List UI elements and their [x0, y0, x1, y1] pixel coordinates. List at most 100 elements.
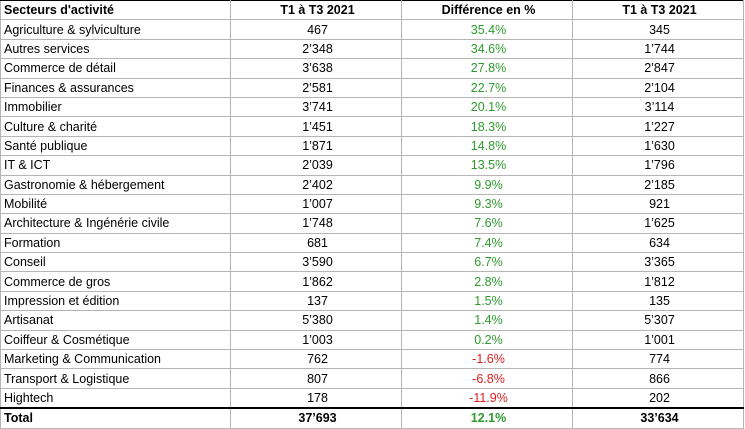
period-b-cell: 1’744 — [572, 38, 744, 60]
table-row: Coiffeur & Cosmétique 1’003 0.2% 1’001 — [0, 329, 744, 351]
total-row: Total 37’693 12.1% 33’634 — [0, 407, 744, 429]
difference-cell: 22.7% — [401, 77, 573, 98]
sector-cell: Artisanat — [0, 310, 231, 331]
sector-cell: Mobilité — [0, 193, 231, 215]
table-row: Marketing & Communication 762 -1.6% 774 — [0, 349, 744, 370]
period-a-cell: 2’402 — [230, 174, 402, 195]
total-difference: 12.1% — [401, 407, 573, 429]
header-row: Secteurs d'activité T1 à T3 2021 Différe… — [0, 0, 744, 21]
difference-cell: 27.8% — [401, 58, 573, 79]
total-label: Total — [0, 407, 231, 429]
period-a-cell: 2’348 — [230, 38, 402, 60]
table-row: Finances & assurances 2’581 22.7% 2’104 — [0, 77, 744, 98]
difference-cell: 2.8% — [401, 271, 573, 292]
difference-cell: 1.4% — [401, 310, 573, 331]
difference-cell: 1.5% — [401, 290, 573, 312]
difference-cell: 14.8% — [401, 135, 573, 157]
period-a-cell: 178 — [230, 387, 402, 409]
period-b-cell: 2’104 — [572, 77, 744, 98]
period-b-cell: 3’365 — [572, 252, 744, 273]
period-b-cell: 866 — [572, 368, 744, 389]
period-b-cell: 345 — [572, 19, 744, 40]
period-a-cell: 762 — [230, 349, 402, 370]
table-row: Mobilité 1’007 9.3% 921 — [0, 193, 744, 215]
sector-cell: Marketing & Communication — [0, 349, 231, 370]
period-a-cell: 2’039 — [230, 155, 402, 176]
table-row: Santé publique 1’871 14.8% 1’630 — [0, 135, 744, 157]
table-row: Commerce de détail 3’638 27.8% 2’847 — [0, 58, 744, 79]
period-a-cell: 2’581 — [230, 77, 402, 98]
period-a-cell: 681 — [230, 232, 402, 254]
period-b-cell: 1’227 — [572, 116, 744, 137]
period-b-cell: 634 — [572, 232, 744, 254]
period-b-cell: 5’307 — [572, 310, 744, 331]
period-b-cell: 1’001 — [572, 329, 744, 351]
period-a-cell: 1’862 — [230, 271, 402, 292]
difference-cell: 13.5% — [401, 155, 573, 176]
difference-cell: 0.2% — [401, 329, 573, 351]
table-row: Hightech 178 -11.9% 202 — [0, 387, 744, 409]
table-row: Immobilier 3’741 20.1% 3’114 — [0, 96, 744, 118]
period-a-cell: 807 — [230, 368, 402, 389]
sector-cell: Commerce de gros — [0, 271, 231, 292]
table-row: Architecture & Ingénérie civile 1’748 7.6%… — [0, 213, 744, 234]
period-a-cell: 1’007 — [230, 193, 402, 215]
table-row: Formation 681 7.4% 634 — [0, 232, 744, 254]
period-a-cell: 1’003 — [230, 329, 402, 351]
period-b-cell: 3’114 — [572, 96, 744, 118]
period-b-cell: 1’625 — [572, 213, 744, 234]
difference-cell: -1.6% — [401, 349, 573, 370]
header-period-a: T1 à T3 2021 — [230, 0, 402, 21]
table-row: Conseil 3’590 6.7% 3’365 — [0, 252, 744, 273]
period-a-cell: 5’380 — [230, 310, 402, 331]
period-b-cell: 2’847 — [572, 58, 744, 79]
period-a-cell: 3’638 — [230, 58, 402, 79]
header-period-b: T1 à T3 2021 — [572, 0, 744, 21]
difference-cell: 35.4% — [401, 19, 573, 40]
sector-cell: Conseil — [0, 252, 231, 273]
difference-cell: 9.9% — [401, 174, 573, 195]
total-period-a: 37’693 — [230, 407, 402, 429]
sector-cell: Agriculture & sylviculture — [0, 19, 231, 40]
period-b-cell: 774 — [572, 349, 744, 370]
header-sector: Secteurs d'activité — [0, 0, 231, 21]
period-a-cell: 1’451 — [230, 116, 402, 137]
difference-cell: 34.6% — [401, 38, 573, 60]
period-b-cell: 135 — [572, 290, 744, 312]
difference-cell: 20.1% — [401, 96, 573, 118]
period-a-cell: 1’748 — [230, 213, 402, 234]
period-b-cell: 1’630 — [572, 135, 744, 157]
sector-cell: Transport & Logistique — [0, 368, 231, 389]
table-row: Agriculture & sylviculture 467 35.4% 345 — [0, 19, 744, 40]
table-row: Impression et édition 137 1.5% 135 — [0, 290, 744, 312]
period-a-cell: 3’590 — [230, 252, 402, 273]
sector-cell: Impression et édition — [0, 290, 231, 312]
difference-cell: 7.6% — [401, 213, 573, 234]
period-b-cell: 1’812 — [572, 271, 744, 292]
total-period-b: 33’634 — [572, 407, 744, 429]
sector-cell: Autres services — [0, 38, 231, 60]
difference-cell: -6.8% — [401, 368, 573, 389]
difference-cell: 18.3% — [401, 116, 573, 137]
sector-cell: Finances & assurances — [0, 77, 231, 98]
table-row: Commerce de gros 1’862 2.8% 1’812 — [0, 271, 744, 292]
sector-cell: Architecture & Ingénérie civile — [0, 213, 231, 234]
period-a-cell: 467 — [230, 19, 402, 40]
period-b-cell: 921 — [572, 193, 744, 215]
difference-cell: 6.7% — [401, 252, 573, 273]
period-a-cell: 1’871 — [230, 135, 402, 157]
sector-cell: Immobilier — [0, 96, 231, 118]
table-row: Gastronomie & hébergement 2’402 9.9% 2’185 — [0, 174, 744, 195]
sector-cell: Culture & charité — [0, 116, 231, 137]
sector-cell: Hightech — [0, 387, 231, 409]
sector-cell: Santé publique — [0, 135, 231, 157]
sector-cell: Coiffeur & Cosmétique — [0, 329, 231, 351]
period-b-cell: 1’796 — [572, 155, 744, 176]
table-row: Culture & charité 1’451 18.3% 1’227 — [0, 116, 744, 137]
difference-cell: 9.3% — [401, 193, 573, 215]
period-b-cell: 202 — [572, 387, 744, 409]
table-row: IT & ICT 2’039 13.5% 1’796 — [0, 155, 744, 176]
table-row: Transport & Logistique 807 -6.8% 866 — [0, 368, 744, 389]
period-a-cell: 137 — [230, 290, 402, 312]
